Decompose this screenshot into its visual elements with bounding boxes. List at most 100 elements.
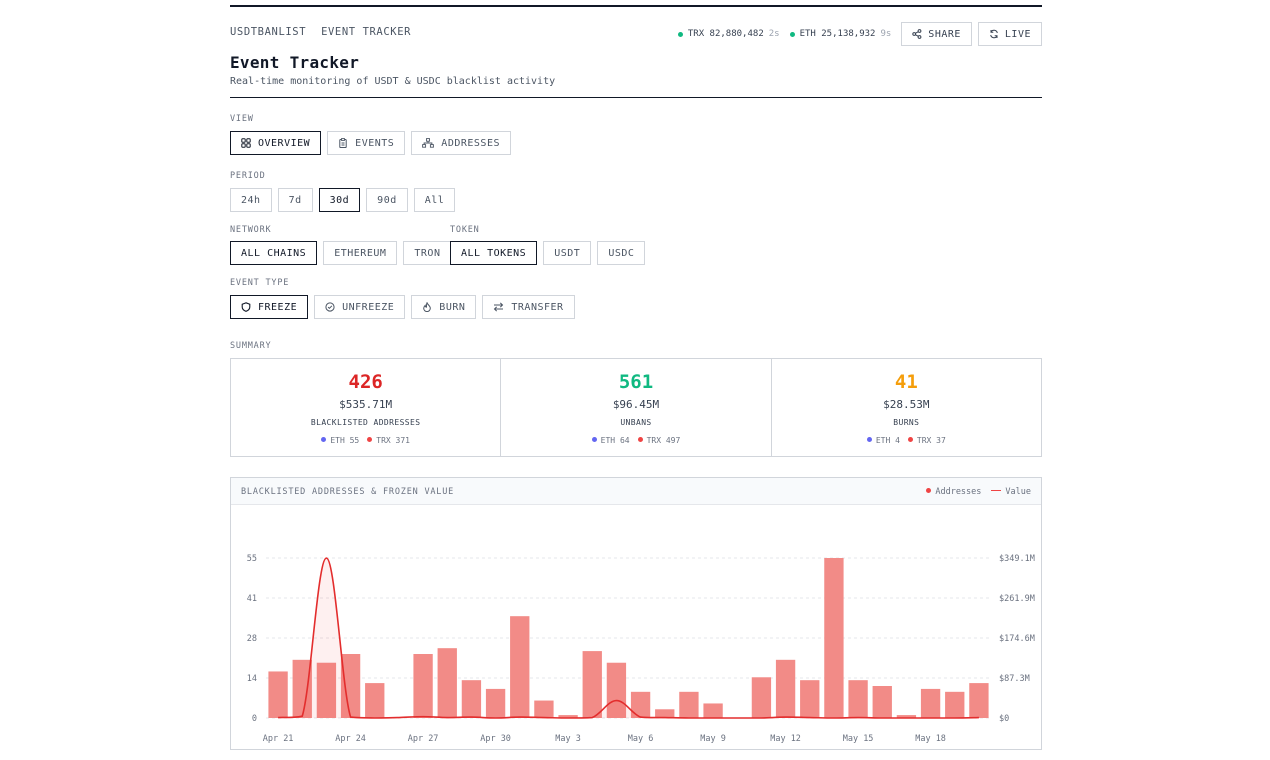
event-type-label: EVENT TYPE [230,278,290,288]
view-label: VIEW [230,114,254,124]
x-tick: Apr 27 [408,734,439,744]
trx-dot-icon [367,437,373,442]
refresh-icon [990,29,998,39]
chart-bar[interactable] [316,662,337,718]
chart-bar[interactable] [872,686,892,718]
status-dot-icon [677,31,683,37]
view-selector: OVERVIEW EVENTS ADDRESSES [230,131,511,155]
y-left-tick: 28 [247,634,257,644]
page-subtitle: Real-time monitoring of USDT & USDC blac… [230,76,556,87]
view-overview-button[interactable]: OVERVIEW [230,131,322,155]
token-usdc-button[interactable]: USDC [597,241,646,265]
grid-icon [241,138,251,148]
legend-value-label: Value [1005,487,1031,497]
chart-bar[interactable] [655,709,675,718]
network-all-chains-button[interactable]: ALL CHAINS [230,241,318,265]
chart-bar[interactable] [485,688,506,718]
event-burn-button[interactable]: BURN [411,295,477,319]
summary-label: SUMMARY [230,341,272,351]
chart-bar[interactable] [582,651,602,718]
chart-bar[interactable] [703,703,723,718]
period-label: PERIOD [230,171,266,181]
breadcrumb-app[interactable]: USDTBANLIST [230,26,307,38]
stat-value: $28.53M [883,398,930,411]
chart-plot[interactable]: 0 $0 14 $87.3M 28 $174.6M 41 $261.9M 55 $349.1M Ap… [231,506,1041,750]
event-type-selector: FREEZE UNFREEZE BURN TRANSFER [230,295,575,319]
token-usdt-button[interactable]: USDT [543,241,592,265]
stat-count: 561 [618,371,654,393]
token-label: TOKEN [450,225,480,235]
trx-count: TRX 497 [646,436,681,445]
chart-bar[interactable] [751,677,772,718]
event-freeze-button[interactable]: FREEZE [230,295,309,319]
stat-label: BLACKLISTED ADDRESSES [310,418,421,427]
header-divider [230,97,1042,98]
period-all-button[interactable]: All [413,188,456,212]
stat-count: 426 [348,371,383,393]
breadcrumb-page: EVENT TRACKER [321,26,412,38]
chart-bar[interactable] [969,683,989,718]
event-transfer-button[interactable]: TRANSFER [482,295,575,319]
chart-panel: BLACKLISTED ADDRESSES & FROZEN VALUE Add… [230,477,1042,750]
summary-card-unbans[interactable]: 561 $96.45M UNBANS ETH 64 TRX 497 [501,359,772,456]
value-line[interactable] [278,557,979,719]
legend-addresses[interactable]: Addresses [926,487,981,497]
network-ethereum-button[interactable]: ETHEREUM [323,241,398,265]
network-label: NETWORK [230,225,272,235]
shield-icon [241,302,251,312]
period-30d-button[interactable]: 30d [318,188,361,212]
chart-bar[interactable] [920,688,941,718]
top-divider [230,5,1042,7]
legend-value[interactable]: Value [991,487,1031,497]
chart-bar[interactable] [510,616,530,718]
chart-bar[interactable] [824,558,844,718]
chart-bar[interactable] [848,680,868,718]
chart-bar[interactable] [775,659,796,718]
chart-bar[interactable] [630,691,651,718]
period-7d-button[interactable]: 7d [277,188,313,212]
block-number: 25,138,932 [821,29,876,39]
period-24h-button[interactable]: 24h [230,188,272,212]
eth-split: ETH 64 [591,436,630,445]
chart-bar[interactable] [268,671,288,718]
chain-split: ETH 4 TRX 37 [772,436,1041,445]
view-addresses-button[interactable]: ADDRESSES [411,131,511,155]
chart-bar[interactable] [534,700,554,718]
chain-name: ETH [799,29,816,39]
chart-bar[interactable] [413,654,433,718]
y-left-tick: 0 [252,714,257,724]
eth-dot-icon [321,437,327,442]
chart-bar[interactable] [461,680,482,718]
view-events-button[interactable]: EVENTS [327,131,406,155]
chart-bar[interactable] [945,691,965,718]
live-button[interactable]: LIVE [977,22,1042,46]
chart-bar[interactable] [437,648,457,718]
chart-bar[interactable] [365,683,385,718]
share-button[interactable]: SHARE [901,22,972,46]
eth-split: ETH 4 [866,436,900,445]
view-addresses-label: ADDRESSES [441,137,500,149]
chart-bar[interactable] [340,654,361,718]
chart-bar[interactable] [606,662,627,718]
chart-bar[interactable] [896,715,917,718]
page-title: Event Tracker [230,53,360,72]
chart-bar[interactable] [679,691,699,718]
x-tick: Apr 24 [335,734,366,744]
summary-card-burns[interactable]: 41 $28.53M BURNS ETH 4 TRX 37 [772,359,1041,456]
summary-cards: 426 $535.71M BLACKLISTED ADDRESSES ETH 5… [230,358,1042,457]
eth-count: ETH 64 [600,436,630,445]
chart-bar[interactable] [800,680,820,718]
summary-card-blacklisted[interactable]: 426 $535.71M BLACKLISTED ADDRESSES ETH 5… [231,359,502,456]
status-dot-icon [789,31,795,37]
event-unfreeze-button[interactable]: UNFREEZE [314,295,406,319]
x-tick: May 3 [555,734,581,744]
y-left-tick: 55 [247,554,257,564]
network-tron-button[interactable]: TRON [403,241,452,265]
period-90d-button[interactable]: 90d [366,188,408,212]
stat-count: 41 [894,371,918,393]
chart-bar[interactable] [558,715,578,718]
token-all-tokens-button[interactable]: ALL TOKENS [450,241,538,265]
event-transfer-label: TRANSFER [511,301,564,313]
chart-header: BLACKLISTED ADDRESSES & FROZEN VALUE Add… [231,478,1041,505]
chart-bar[interactable] [292,659,312,718]
